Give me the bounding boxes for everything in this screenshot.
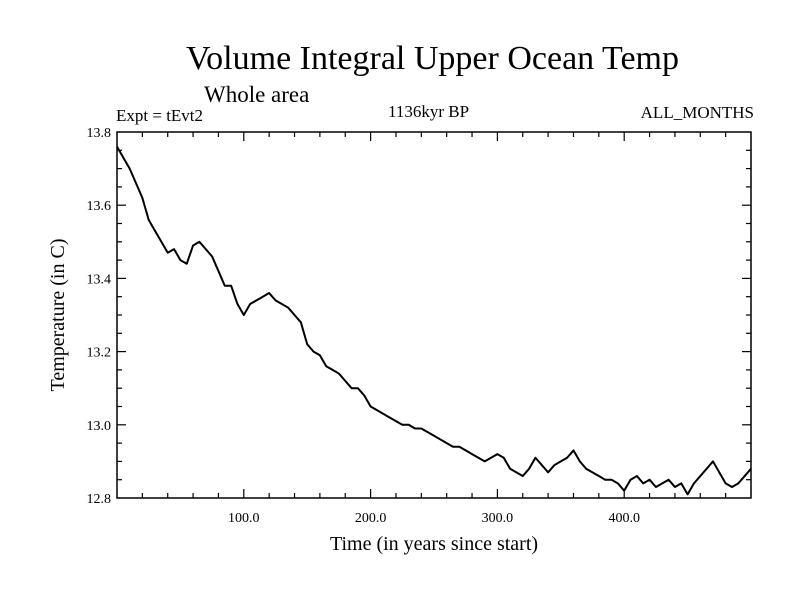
x-tick-label: 400.0 bbox=[608, 511, 640, 526]
temperature-series-line bbox=[116, 146, 752, 496]
y-axis-title: Temperature (in C) bbox=[47, 239, 69, 392]
y-tick-label: 13.8 bbox=[87, 126, 112, 141]
months-label: ALL_MONTHS bbox=[640, 103, 754, 122]
y-tick-label: 13.6 bbox=[87, 199, 112, 214]
plot-frame bbox=[116, 131, 752, 499]
y-tick-label: 13.0 bbox=[87, 419, 112, 434]
chart-title: Volume Integral Upper Ocean Temp bbox=[186, 40, 679, 77]
period-label: 1136kyr BP bbox=[388, 102, 470, 121]
x-tick-label: 100.0 bbox=[228, 511, 260, 526]
x-tick-label: 200.0 bbox=[355, 511, 387, 526]
axis-ticks bbox=[117, 132, 751, 498]
y-tick-label: 13.4 bbox=[87, 272, 112, 287]
y-tick-label: 13.2 bbox=[87, 346, 112, 361]
x-tick-label: 300.0 bbox=[482, 511, 514, 526]
axis-tick-labels: 100.0 200.0 300.0 400.0 12.8 13.0 13.2 13.4 13.6… bbox=[87, 126, 640, 526]
x-axis-title: Time (in years since start) bbox=[330, 533, 538, 555]
y-tick-label: 12.8 bbox=[87, 492, 112, 507]
chart-subtitle: Whole area bbox=[204, 82, 310, 107]
experiment-label: Expt = tEvt2 bbox=[116, 106, 204, 125]
